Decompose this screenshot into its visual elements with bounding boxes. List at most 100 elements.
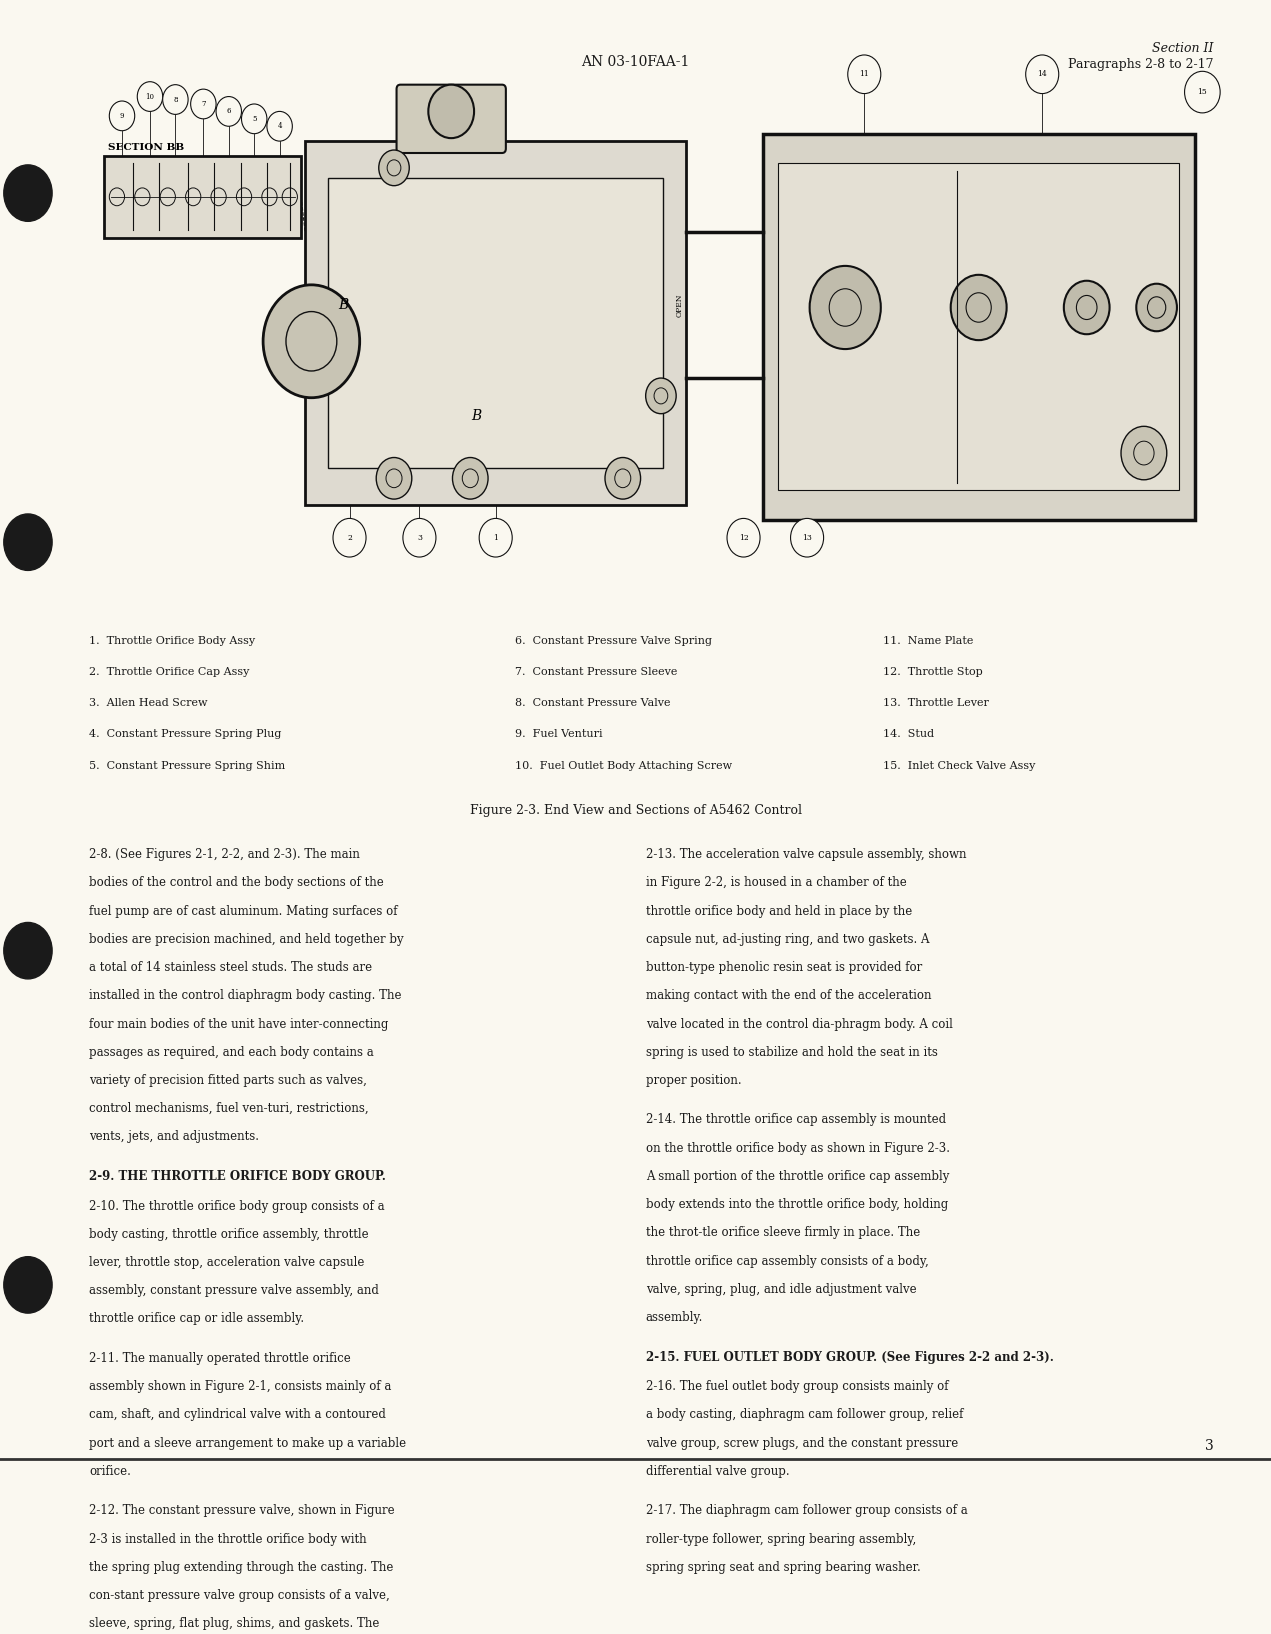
Text: 12.  Throttle Stop: 12. Throttle Stop [883,667,982,676]
Text: throttle orifice cap or idle assembly.: throttle orifice cap or idle assembly. [89,1312,304,1325]
Text: port and a sleeve arrangement to make up a variable: port and a sleeve arrangement to make up… [89,1436,407,1449]
Text: SECTION BB: SECTION BB [108,142,184,152]
Text: 6.  Constant Pressure Valve Spring: 6. Constant Pressure Valve Spring [515,636,712,645]
Circle shape [137,82,163,111]
FancyBboxPatch shape [397,85,506,154]
Circle shape [1185,72,1220,113]
Text: 2-3 is installed in the throttle orifice body with: 2-3 is installed in the throttle orifice… [89,1533,366,1546]
Text: valve, spring, plug, and idle adjustment valve: valve, spring, plug, and idle adjustment… [646,1283,916,1296]
Text: A small portion of the throttle orifice cap assembly: A small portion of the throttle orifice … [646,1170,949,1183]
Text: Figure 2-3. End View and Sections of A5462 Control: Figure 2-3. End View and Sections of A54… [469,804,802,817]
Text: 7: 7 [201,100,206,108]
Text: passages as required, and each body contains a: passages as required, and each body cont… [89,1046,374,1059]
Text: 3: 3 [1205,1440,1214,1453]
Circle shape [263,284,360,397]
Text: 3.  Allen Head Screw: 3. Allen Head Screw [89,698,207,708]
Circle shape [191,90,216,119]
Text: 13.  Throttle Lever: 13. Throttle Lever [883,698,989,708]
Text: 1.  Throttle Orifice Body Assy: 1. Throttle Orifice Body Assy [89,636,255,645]
Circle shape [791,518,824,557]
Text: 14.  Stud: 14. Stud [883,729,934,739]
Text: spring spring seat and spring bearing washer.: spring spring seat and spring bearing wa… [646,1560,920,1574]
Circle shape [109,101,135,131]
Text: assembly, constant pressure valve assembly, and: assembly, constant pressure valve assemb… [89,1284,379,1297]
Text: 2-15. FUEL OUTLET BODY GROUP. (See Figures 2-2 and 2-3).: 2-15. FUEL OUTLET BODY GROUP. (See Figur… [646,1351,1054,1363]
Text: roller-type follower, spring bearing assembly,: roller-type follower, spring bearing ass… [646,1533,916,1546]
Text: 5.  Constant Pressure Spring Shim: 5. Constant Pressure Spring Shim [89,760,285,771]
Circle shape [1026,56,1059,93]
Circle shape [376,458,412,498]
Text: assembly.: assembly. [646,1310,703,1324]
Text: a body casting, diaphragm cam follower group, relief: a body casting, diaphragm cam follower g… [646,1409,963,1422]
Text: throttle orifice body and held in place by the: throttle orifice body and held in place … [646,905,911,918]
Circle shape [452,458,488,498]
Text: lever, throttle stop, acceleration valve capsule: lever, throttle stop, acceleration valve… [89,1257,365,1270]
Text: bodies are precision machined, and held together by: bodies are precision machined, and held … [89,933,404,946]
Text: body casting, throttle orifice assembly, throttle: body casting, throttle orifice assembly,… [89,1227,369,1240]
Text: 9: 9 [119,111,125,119]
Text: 9.  Fuel Venturi: 9. Fuel Venturi [515,729,602,739]
Bar [305,141,686,505]
Text: control mechanisms, fuel ven-turi, restrictions,: control mechanisms, fuel ven-turi, restr… [89,1103,369,1114]
Text: Paragraphs 2-8 to 2-17: Paragraphs 2-8 to 2-17 [1069,57,1214,70]
Circle shape [333,518,366,557]
Text: throttle orifice cap assembly consists of a body,: throttle orifice cap assembly consists o… [646,1255,928,1268]
Text: fuel pump are of cast aluminum. Mating surfaces of: fuel pump are of cast aluminum. Mating s… [89,905,398,918]
Circle shape [727,518,760,557]
Circle shape [163,85,188,114]
Text: 2: 2 [347,534,352,542]
Circle shape [1121,426,1167,480]
Text: 11: 11 [859,70,869,78]
Text: 5: 5 [252,114,257,123]
Text: body extends into the throttle orifice body, holding: body extends into the throttle orifice b… [646,1198,948,1211]
Text: 2-16. The fuel outlet body group consists mainly of: 2-16. The fuel outlet body group consist… [646,1381,948,1394]
Bar [328,178,663,467]
Text: Section II: Section II [1153,41,1214,54]
Circle shape [428,85,474,139]
Circle shape [4,923,52,979]
Text: valve located in the control dia-phragm body. A coil: valve located in the control dia-phragm … [646,1018,952,1031]
Bar [104,155,301,237]
Circle shape [479,518,512,557]
Text: 8.  Constant Pressure Valve: 8. Constant Pressure Valve [515,698,670,708]
Circle shape [267,111,292,141]
Text: the throt-tle orifice sleeve firmly in place. The: the throt-tle orifice sleeve firmly in p… [646,1227,920,1239]
Text: 8: 8 [173,95,178,103]
Circle shape [605,458,641,498]
Circle shape [379,150,409,186]
Text: 2-8. (See Figures 2-1, 2-2, and 2-3). The main: 2-8. (See Figures 2-1, 2-2, and 2-3). Th… [89,848,360,861]
Text: proper position.: proper position. [646,1074,741,1087]
Text: 2-17. The diaphragm cam follower group consists of a: 2-17. The diaphragm cam follower group c… [646,1505,967,1518]
Text: 15: 15 [1197,88,1207,96]
Text: B: B [338,297,348,312]
Circle shape [403,518,436,557]
Text: 10.  Fuel Outlet Body Attaching Screw: 10. Fuel Outlet Body Attaching Screw [515,760,732,771]
Text: 12: 12 [738,534,749,542]
Text: capsule nut, ad-justing ring, and two gaskets. A: capsule nut, ad-justing ring, and two ga… [646,933,929,946]
Text: 3: 3 [417,534,422,542]
Text: 2.  Throttle Orifice Cap Assy: 2. Throttle Orifice Cap Assy [89,667,249,676]
Circle shape [216,96,241,126]
Text: 15.  Inlet Check Valve Assy: 15. Inlet Check Valve Assy [883,760,1036,771]
Text: variety of precision fitted parts such as valves,: variety of precision fitted parts such a… [89,1074,367,1087]
Text: 4: 4 [277,123,282,131]
Circle shape [646,377,676,413]
Text: 2-12. The constant pressure valve, shown in Figure: 2-12. The constant pressure valve, shown… [89,1505,394,1518]
Text: 2-14. The throttle orifice cap assembly is mounted: 2-14. The throttle orifice cap assembly … [646,1113,946,1126]
Text: vents, jets, and adjustments.: vents, jets, and adjustments. [89,1131,259,1144]
Text: a total of 14 stainless steel studs. The studs are: a total of 14 stainless steel studs. The… [89,961,372,974]
Text: 4.  Constant Pressure Spring Plug: 4. Constant Pressure Spring Plug [89,729,281,739]
Text: the spring plug extending through the casting. The: the spring plug extending through the ca… [89,1560,393,1574]
Text: OPEN: OPEN [676,292,684,317]
Text: 10: 10 [145,93,155,101]
Text: 1: 1 [493,534,498,542]
Text: installed in the control diaphragm body casting. The: installed in the control diaphragm body … [89,989,402,1002]
Text: spring is used to stabilize and hold the seat in its: spring is used to stabilize and hold the… [646,1046,938,1059]
Text: bodies of the control and the body sections of the: bodies of the control and the body secti… [89,876,384,889]
Text: making contact with the end of the acceleration: making contact with the end of the accel… [646,989,932,1002]
Text: 7.  Constant Pressure Sleeve: 7. Constant Pressure Sleeve [515,667,677,676]
Text: sleeve, spring, flat plug, shims, and gaskets. The: sleeve, spring, flat plug, shims, and ga… [89,1618,379,1631]
Text: in Figure 2-2, is housed in a chamber of the: in Figure 2-2, is housed in a chamber of… [646,876,906,889]
Text: four main bodies of the unit have inter-connecting: four main bodies of the unit have inter-… [89,1018,389,1031]
Text: 2-11. The manually operated throttle orifice: 2-11. The manually operated throttle ori… [89,1351,351,1364]
